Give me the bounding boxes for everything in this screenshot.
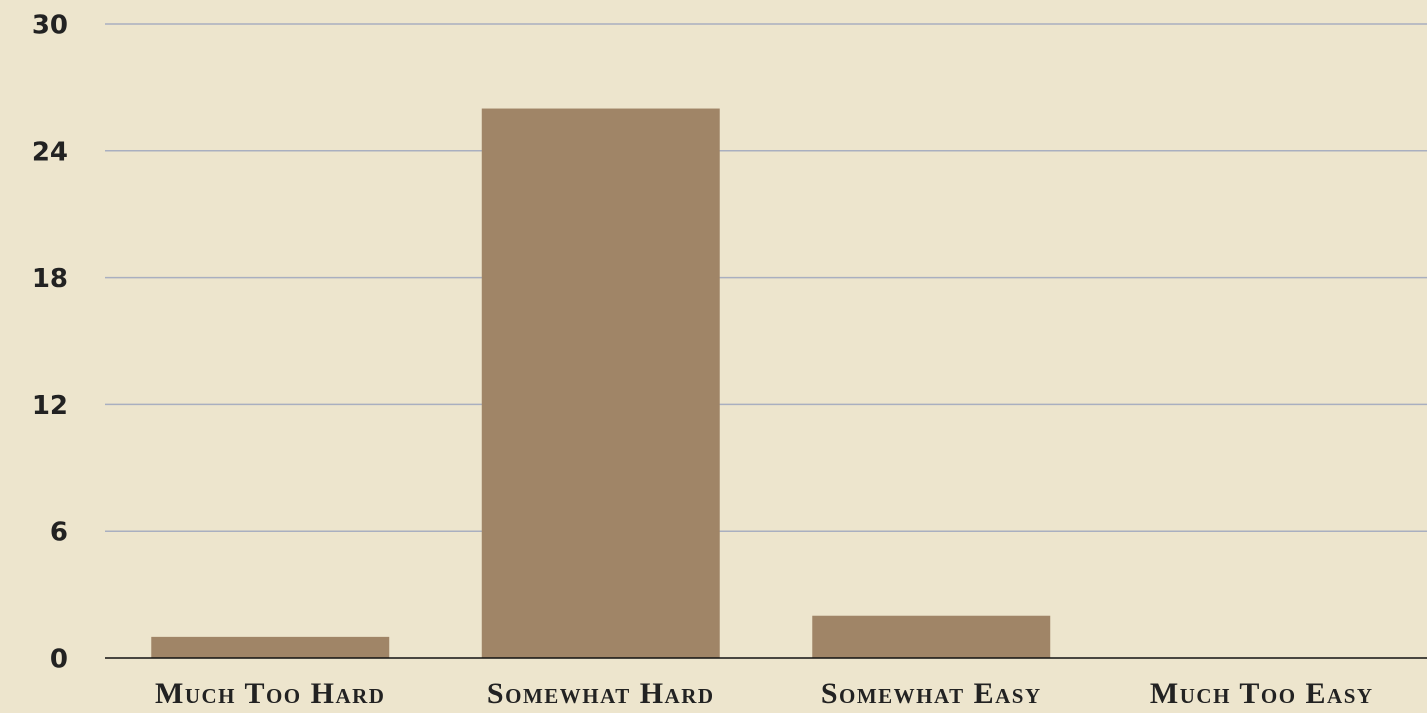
bar: [481, 108, 720, 659]
y-tick-label: 0: [50, 645, 68, 675]
bar: [151, 636, 390, 658]
y-tick-label: 24: [32, 137, 68, 167]
y-tick-label: 18: [32, 264, 68, 294]
x-tick-label: Much Too Easy: [1150, 677, 1374, 710]
y-tick-label: 12: [32, 391, 68, 421]
y-tick-label: 6: [50, 518, 68, 548]
x-tick-label: Much Too Hard: [155, 677, 385, 710]
x-tick-label: Somewhat Easy: [821, 677, 1042, 710]
x-tick-label: Somewhat Hard: [487, 677, 715, 710]
bar: [812, 615, 1051, 658]
y-tick-label: 30: [32, 11, 68, 41]
